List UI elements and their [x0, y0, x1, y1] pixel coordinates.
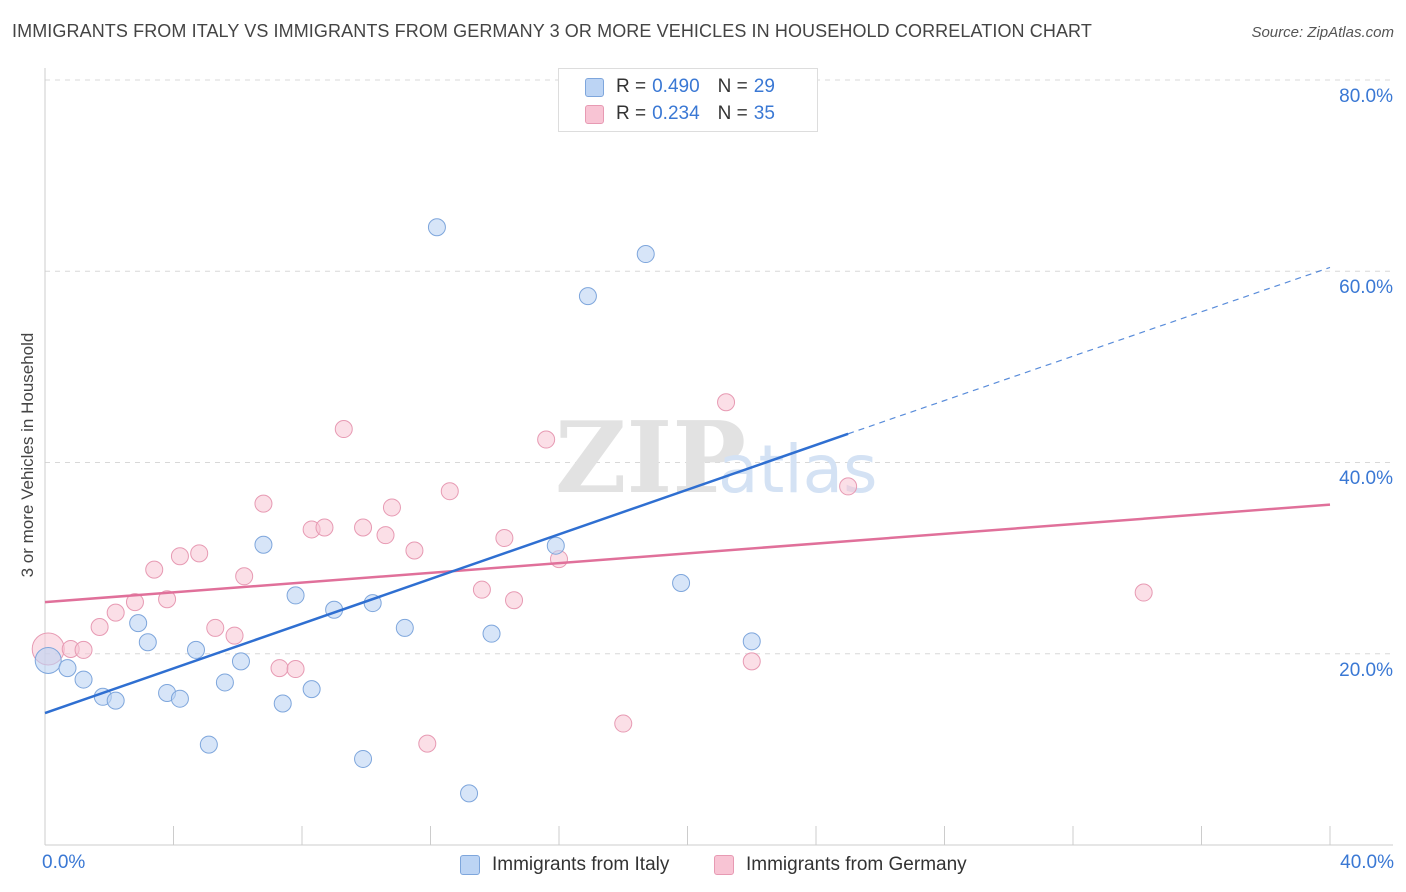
y-tick-40: 40.0% — [1339, 468, 1393, 489]
italy-point — [395, 618, 414, 637]
y-tick-80: 80.0% — [1339, 86, 1393, 107]
italy-point — [254, 535, 273, 554]
italy-trend-extension — [847, 266, 1331, 435]
germany-r-label: R = — [616, 103, 647, 124]
germany-point — [376, 526, 395, 545]
italy-r-value: 0.490 — [652, 76, 700, 97]
italy-point — [74, 670, 93, 689]
italy-point — [215, 673, 234, 692]
germany-point — [74, 640, 93, 659]
italy-point — [129, 614, 148, 633]
italy-point — [186, 640, 205, 659]
legend-row-italy: R = 0.490 N = 29 — [585, 75, 775, 99]
trend-lines — [44, 266, 1331, 715]
y-tick-60: 60.0% — [1339, 277, 1393, 298]
germany-point — [315, 518, 334, 537]
italy-r-label: R = — [616, 76, 647, 97]
italy-point — [460, 784, 479, 803]
italy-point — [231, 652, 250, 671]
germany-point — [225, 626, 244, 645]
x-tick-max: 40.0% — [1340, 852, 1394, 873]
germany-point — [839, 477, 858, 496]
italy-point — [34, 646, 62, 674]
italy-point — [286, 586, 305, 605]
italy-point — [636, 245, 655, 264]
italy-point — [578, 287, 597, 306]
italy-point — [354, 749, 373, 768]
germany-point — [125, 593, 144, 612]
germany-point — [354, 518, 373, 537]
germany-trend-line — [44, 503, 1331, 604]
x-axis-ticks — [173, 826, 1331, 845]
chart-title: IMMIGRANTS FROM ITALY VS IMMIGRANTS FROM… — [12, 21, 1092, 41]
germany-point — [505, 591, 524, 610]
italy-point — [58, 659, 77, 678]
italy-swatch — [585, 77, 604, 97]
watermark-zip: ZIP — [555, 401, 746, 516]
italy-n-label: N = — [717, 76, 748, 97]
italy-point — [482, 624, 501, 643]
germany-legend-swatch — [714, 855, 734, 875]
germany-n-label: N = — [717, 103, 748, 124]
x-tick-min: 0.0% — [42, 852, 86, 873]
germany-point — [286, 660, 305, 679]
germany-point — [440, 482, 459, 501]
germany-legend-label: Immigrants from Germany — [746, 854, 967, 875]
italy-point — [546, 536, 565, 555]
italy-point — [672, 573, 691, 592]
germany-swatch — [585, 104, 604, 124]
italy-point — [138, 633, 157, 652]
germany-point — [190, 544, 209, 563]
germany-point — [145, 560, 164, 579]
germany-point — [717, 393, 736, 412]
correlation-legend: R = 0.490 N = 29 R = 0.234 N = 35 — [558, 68, 818, 132]
watermark: ZIP atlas — [555, 401, 878, 516]
germany-point — [405, 541, 424, 560]
italy-legend-label: Immigrants from Italy — [492, 854, 670, 875]
germany-point — [1134, 583, 1153, 602]
legend-row-germany: R = 0.234 N = 35 — [585, 102, 775, 126]
germany-point — [170, 547, 189, 566]
germany-point — [106, 603, 125, 622]
germany-n-value: 35 — [753, 103, 775, 124]
germany-r-value: 0.234 — [652, 103, 700, 124]
germany-point — [742, 652, 761, 671]
germany-points — [31, 393, 1153, 753]
italy-point — [199, 735, 218, 754]
germany-point — [418, 734, 437, 753]
italy-point — [742, 632, 761, 651]
source-credit: Source: ZipAtlas.com — [1251, 24, 1394, 41]
italy-point — [427, 218, 446, 237]
legend-item-italy[interactable]: Immigrants from Italy — [460, 852, 669, 878]
italy-point — [273, 694, 292, 713]
germany-point — [270, 659, 289, 678]
germany-point — [334, 420, 353, 439]
y-tick-20: 20.0% — [1339, 660, 1393, 681]
italy-n-value: 29 — [753, 76, 775, 97]
germany-point — [537, 430, 556, 449]
germany-point — [206, 618, 225, 637]
germany-point — [158, 590, 177, 609]
italy-point — [170, 689, 189, 708]
italy-points — [34, 218, 761, 803]
germany-point — [90, 617, 109, 636]
germany-point — [382, 498, 401, 517]
italy-trend-line — [44, 432, 849, 715]
italy-point — [302, 680, 321, 699]
italy-legend-swatch — [460, 855, 480, 875]
germany-point — [614, 714, 633, 733]
germany-point — [254, 494, 273, 513]
gridlines — [45, 79, 1393, 655]
germany-point — [235, 567, 254, 586]
italy-point — [106, 691, 125, 710]
legend-item-germany[interactable]: Immigrants from Germany — [714, 852, 967, 878]
germany-point — [472, 580, 491, 599]
germany-point — [495, 529, 514, 548]
